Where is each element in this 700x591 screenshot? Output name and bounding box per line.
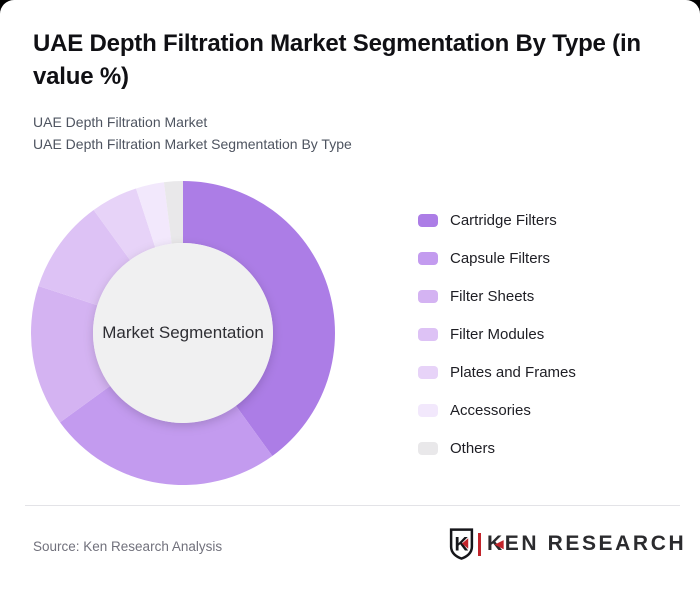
red-triangle-icon: ◀ xyxy=(495,538,504,551)
legend-label: Others xyxy=(450,439,496,457)
ken-research-logo: K KEN RESEARCH ◀ xyxy=(449,528,686,560)
shield-red-triangle-icon xyxy=(461,538,469,549)
donut-slice-2[interactable] xyxy=(31,286,111,423)
legend-swatch xyxy=(418,213,438,227)
subtitle-line-2: UAE Depth Filtration Market Segmentation… xyxy=(33,135,352,152)
donut-slice-6[interactable] xyxy=(163,181,183,244)
legend-label: Cartridge Filters xyxy=(450,211,557,229)
legend-item-2[interactable]: Filter Sheets xyxy=(418,277,576,315)
legend-swatch xyxy=(418,251,438,265)
legend-swatch xyxy=(418,365,438,379)
donut-chart: Market Segmentation xyxy=(31,181,335,485)
shield-outline xyxy=(449,528,474,560)
legend-label: Filter Modules xyxy=(450,325,545,343)
brand-text: KEN RESEARCH xyxy=(487,532,687,555)
shield-k-icon: K xyxy=(449,528,474,560)
donut-slice-1[interactable] xyxy=(60,385,273,485)
legend-swatch xyxy=(418,441,438,455)
donut-inner-circle xyxy=(93,243,273,423)
legend-item-3[interactable]: Filter Modules xyxy=(418,315,576,353)
donut-slice-4[interactable] xyxy=(93,188,156,261)
footer-divider xyxy=(25,505,680,506)
legend-label: Capsule Filters xyxy=(450,249,551,267)
legend-item-5[interactable]: Accessories xyxy=(418,391,576,429)
legend-swatch xyxy=(418,289,438,303)
chart-subtitles: UAE Depth Filtration Market UAE Depth Fi… xyxy=(33,112,653,155)
donut-slice-0[interactable] xyxy=(183,181,335,456)
legend-label: Filter Sheets xyxy=(450,287,535,305)
subtitle-line-1: UAE Depth Filtration Market xyxy=(33,114,208,130)
legend-swatch xyxy=(418,403,438,417)
logo-divider-bar xyxy=(478,532,481,556)
legend-item-0[interactable]: Cartridge Filters xyxy=(418,201,576,239)
legend-item-6[interactable]: Others xyxy=(418,429,576,467)
legend-item-4[interactable]: Plates and Frames xyxy=(418,353,576,391)
donut-slice-3[interactable] xyxy=(38,210,131,306)
legend-swatch xyxy=(418,327,438,341)
legend-label: Accessories xyxy=(450,401,531,419)
legend-item-1[interactable]: Capsule Filters xyxy=(418,239,576,277)
shield-monogram: K xyxy=(455,535,469,556)
source-text: Source: Ken Research Analysis xyxy=(33,539,223,554)
legend-label: Plates and Frames xyxy=(450,363,576,381)
donut-slice-5[interactable] xyxy=(136,182,172,248)
donut-svg xyxy=(31,181,335,485)
page-title: UAE Depth Filtration Market Segmentation… xyxy=(33,30,641,90)
brand-wordmark: KEN RESEARCH ◀ xyxy=(487,532,686,556)
chart-legend: Cartridge Filters Capsule Filters Filter S… xyxy=(418,201,576,467)
